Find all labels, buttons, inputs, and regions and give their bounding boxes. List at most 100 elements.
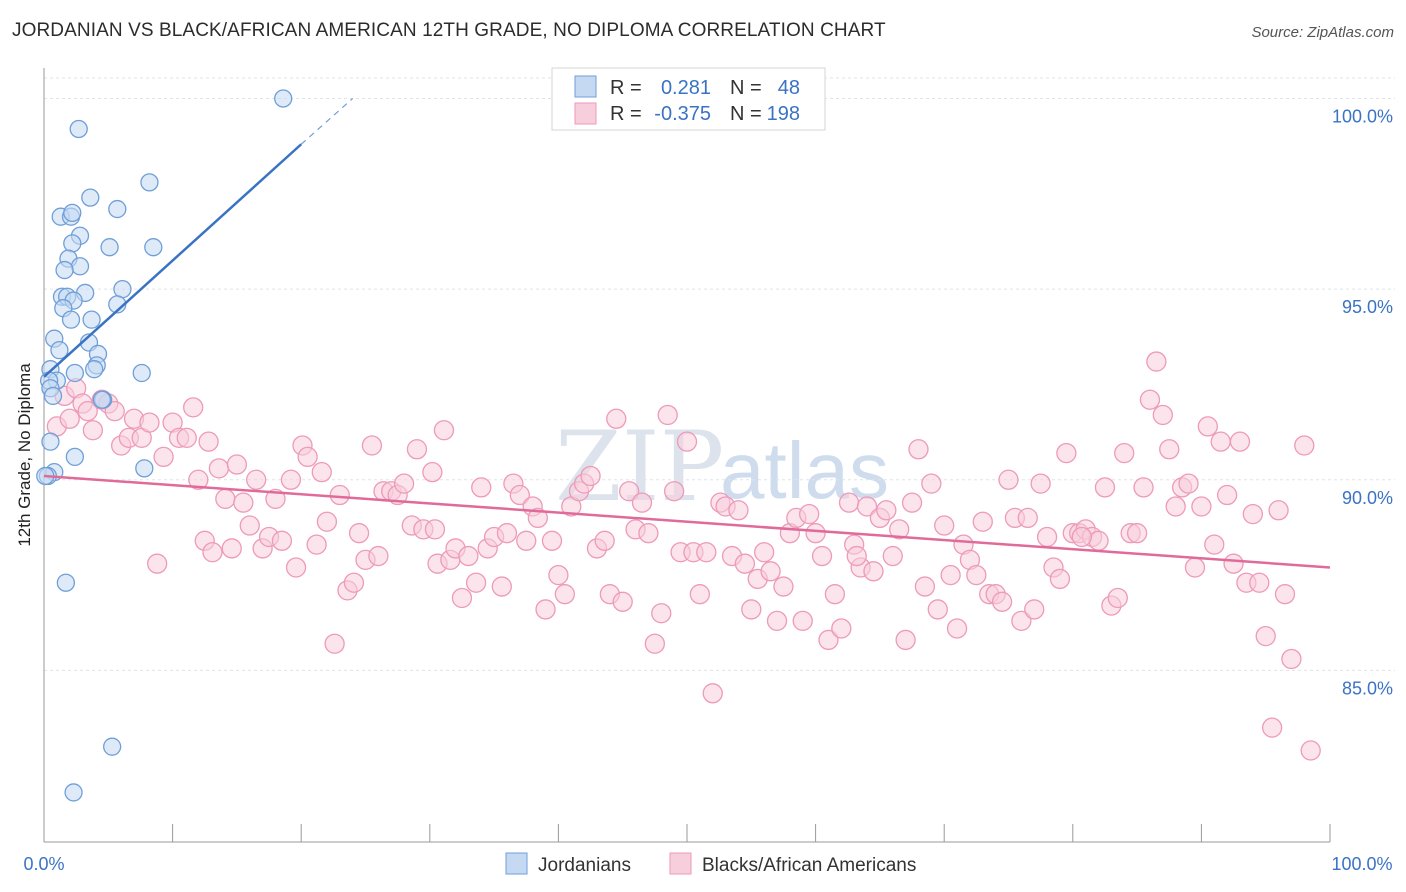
pink-point-19	[176, 427, 197, 448]
pink-point-182	[1216, 484, 1238, 506]
pink-point-2	[59, 408, 80, 429]
pink-point-183	[1223, 553, 1244, 574]
pink-point-35	[271, 530, 293, 551]
y-axis-title: 12th Grade, No Diploma	[15, 363, 34, 547]
pink-point-69	[491, 576, 512, 597]
blue-point-36	[43, 386, 63, 406]
pink-point-190	[1268, 500, 1289, 521]
x-axis-ticks	[43, 824, 1331, 842]
legend-label-jordanians: Jordanians	[538, 855, 631, 876]
legend-swatch-jordanians	[505, 852, 528, 875]
pink-point-179	[1197, 416, 1218, 437]
x-tick-label-100: 100.0%	[1331, 854, 1392, 874]
pink-point-186	[1242, 503, 1263, 525]
legend-swatch-blacks	[669, 852, 692, 875]
pink-point-127	[863, 561, 884, 582]
pink-point-15	[147, 553, 168, 574]
pink-point-20	[183, 397, 204, 418]
stats-n-label-blue: N =	[730, 77, 762, 99]
pink-point-47	[348, 523, 370, 544]
pink-point-112	[766, 610, 788, 632]
stats-box: R = 0.281 N = 48 R = -0.375 N = 198	[551, 67, 826, 131]
blue-point-46	[64, 783, 83, 802]
pink-point-42	[316, 511, 338, 532]
pink-point-134	[908, 439, 929, 460]
stats-n-value-blue: 48	[778, 77, 800, 99]
pink-point-118	[805, 523, 826, 544]
legend: Jordanians Blacks/African Americans	[505, 852, 916, 876]
pink-point-21	[188, 469, 209, 490]
pink-point-189	[1261, 717, 1283, 738]
pink-point-28	[226, 454, 248, 475]
pink-point-139	[940, 564, 961, 586]
pink-point-163	[1094, 477, 1116, 498]
pink-point-150	[1011, 610, 1032, 632]
pink-point-75	[527, 507, 548, 529]
blue-point-44	[56, 573, 76, 592]
pink-point-100	[689, 584, 711, 605]
blue-point-4	[108, 199, 127, 219]
chart-title: JORDANIAN VS BLACK/AFRICAN AMERICAN 12TH…	[12, 20, 886, 41]
pink-point-77	[541, 530, 563, 551]
pink-point-50	[368, 545, 389, 567]
y-tick-label-85: 85.0%	[1342, 678, 1393, 698]
stats-swatch-pink	[574, 102, 597, 125]
pink-point-188	[1255, 625, 1276, 647]
pink-point-44	[329, 484, 350, 506]
pink-point-157	[1056, 442, 1077, 464]
blue-point-2	[140, 173, 159, 192]
pink-point-151	[1017, 507, 1038, 529]
blue-point-15	[113, 279, 132, 299]
pink-point-130	[882, 545, 903, 567]
pink-point-148	[998, 469, 1019, 490]
stats-r-label-pink: R =	[610, 103, 642, 125]
pink-point-79	[554, 584, 575, 605]
pink-point-110	[754, 542, 775, 563]
pink-point-23	[198, 431, 219, 452]
pink-point-41	[311, 462, 332, 483]
stats-box-frame	[551, 67, 826, 131]
pink-point-93	[644, 633, 665, 654]
pink-point-168	[1126, 523, 1148, 544]
pink-point-70	[496, 523, 518, 544]
y-tick-label-90: 90.0%	[1342, 488, 1393, 508]
pink-point-49	[361, 435, 383, 456]
pink-point-83	[580, 465, 601, 487]
chart-source: Source: ZipAtlas.com	[1251, 24, 1394, 41]
blue-point-42	[135, 459, 154, 478]
y-tick-labels: 85.0% 90.0% 95.0% 100.0%	[1332, 107, 1393, 699]
pink-point-156	[1049, 568, 1071, 590]
pink-point-174	[1165, 496, 1186, 517]
trend-lines	[43, 98, 1331, 569]
pink-point-181	[1210, 431, 1231, 452]
pink-point-54	[393, 473, 415, 494]
pink-point-64	[458, 545, 479, 567]
pink-point-89	[618, 481, 640, 502]
pink-point-154	[1036, 526, 1058, 548]
stats-r-value-pink: -0.375	[654, 103, 711, 125]
pink-point-197	[424, 519, 446, 540]
y-tick-label-95: 95.0%	[1342, 297, 1393, 317]
pink-point-87	[606, 408, 627, 429]
pink-point-131	[889, 519, 910, 540]
pink-point-194	[1300, 740, 1321, 761]
pink-point-30	[239, 515, 260, 536]
pink-point-122	[831, 618, 852, 639]
pink-point-34	[265, 488, 286, 509]
pink-point-65	[465, 572, 487, 593]
pink-point-66	[471, 477, 492, 498]
stats-r-value-blue: 0.281	[661, 77, 711, 99]
pink-point-94	[651, 603, 672, 624]
stats-r-label-blue: R =	[610, 77, 642, 99]
pink-point-143	[966, 564, 987, 586]
pink-point-95	[657, 404, 678, 426]
x-tick-label-0: 0.0%	[23, 854, 64, 874]
pink-point-176	[1178, 473, 1199, 494]
pink-point-46	[343, 572, 365, 593]
blue-point-32	[132, 363, 151, 383]
pink-point-58	[422, 462, 443, 483]
pink-point-121	[824, 584, 846, 605]
blue-point-1	[69, 119, 88, 139]
pink-point-192	[1281, 648, 1302, 670]
pink-point-153	[1030, 473, 1051, 494]
